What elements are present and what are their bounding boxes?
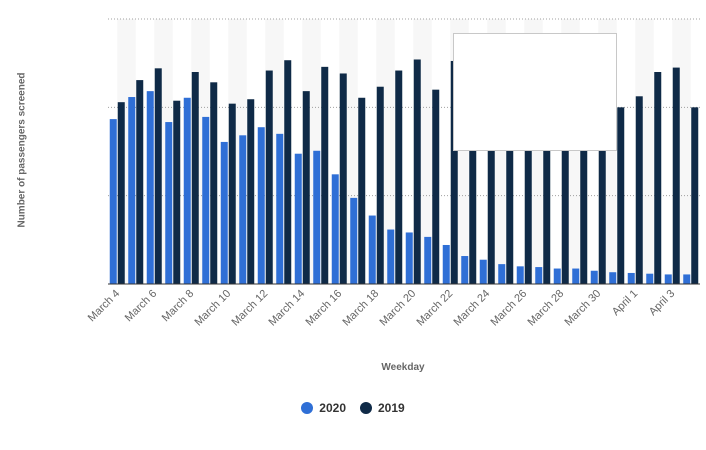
bar-2020-march-31[interactable] — [609, 272, 617, 284]
x-tick-label: March 6 — [123, 288, 160, 325]
x-tick-label: March 18 — [340, 288, 381, 329]
bar-2020-march-25[interactable] — [498, 264, 506, 284]
bar-2019-march-25[interactable] — [506, 77, 514, 284]
bar-2020-april-2[interactable] — [646, 273, 654, 284]
bar-2020-april-1[interactable] — [627, 272, 635, 284]
legend-marker-2019 — [360, 402, 372, 414]
bar-2020-march-27[interactable] — [535, 267, 543, 284]
bar-2020-march-9[interactable] — [202, 116, 210, 285]
bar-2020-march-4[interactable] — [109, 119, 117, 284]
bar-2020-march-7[interactable] — [165, 122, 173, 284]
bar-2020-march-14[interactable] — [294, 153, 302, 284]
x-tick-label: March 20 — [377, 288, 418, 329]
legend-label-2019: 2019 — [378, 401, 405, 415]
bar-2019-march-17[interactable] — [358, 97, 366, 284]
bar-2019-march-19[interactable] — [395, 70, 403, 285]
bar-2020-march-16[interactable] — [331, 174, 339, 284]
bar-2020-march-15[interactable] — [313, 150, 321, 284]
bar-2019-march-22[interactable] — [450, 60, 458, 285]
bar-2019-march-28[interactable] — [561, 77, 569, 284]
bar-2019-march-21[interactable] — [432, 89, 440, 285]
bar-2019-march-11[interactable] — [247, 99, 255, 284]
y-axis-label: Number of passengers screened — [16, 72, 28, 228]
x-tick-label: March 8 — [160, 288, 197, 325]
x-tick-label: March 22 — [414, 288, 455, 329]
bar-2020-march-10[interactable] — [220, 141, 228, 284]
bar-2020-april-3[interactable] — [664, 274, 672, 284]
x-tick-label: March 30 — [562, 288, 603, 329]
bar-2019-march-10[interactable] — [228, 103, 236, 285]
bar-2020-march-6[interactable] — [146, 91, 154, 284]
bar-2019-march-26[interactable] — [524, 77, 532, 284]
bar-2019-march-24[interactable] — [487, 77, 495, 284]
bar-2019-march-6[interactable] — [154, 68, 162, 284]
bar-2020-march-26[interactable] — [516, 266, 524, 284]
bar-2019-march-8[interactable] — [191, 72, 199, 284]
bar-2019-march-23[interactable] — [469, 77, 477, 284]
bar-2020-march-28[interactable] — [553, 268, 561, 284]
bar-2020-march-13[interactable] — [276, 133, 284, 284]
bar-2019-march-15[interactable] — [321, 66, 329, 284]
bar-2019-march-18[interactable] — [376, 86, 384, 284]
x-tick-label: March 28 — [525, 288, 566, 329]
bar-2020-march-24[interactable] — [479, 259, 487, 284]
bar-2019-march-9[interactable] — [210, 82, 218, 284]
bar-2019-march-5[interactable] — [136, 80, 144, 284]
bar-2019-march-30[interactable] — [598, 77, 606, 284]
legend: 2020 2019 — [0, 401, 706, 415]
bar-2019-march-20[interactable] — [413, 59, 421, 284]
x-tick-label: March 14 — [266, 288, 307, 329]
x-tick-label: March 12 — [229, 288, 270, 329]
bar-2019-april-3[interactable] — [672, 67, 680, 284]
bar-2020-march-8[interactable] — [183, 97, 191, 284]
bar-2019-march-7[interactable] — [173, 100, 181, 284]
bar-2020-march-18[interactable] — [368, 215, 376, 284]
bar-2019-march-27[interactable] — [543, 77, 551, 284]
tooltip-box — [453, 33, 617, 151]
bar-2020-march-20[interactable] — [405, 232, 413, 284]
bar-2019-march-29[interactable] — [580, 77, 588, 284]
legend-item-2019[interactable]: 2019 — [360, 401, 405, 415]
x-tick-label: March 4 — [86, 288, 123, 325]
x-tick-label: March 16 — [303, 288, 344, 329]
x-tick-label: April 1 — [610, 288, 641, 319]
legend-marker-2020 — [301, 402, 314, 414]
bar-2019-march-14[interactable] — [302, 91, 310, 284]
bar-2020-march-5[interactable] — [128, 97, 136, 285]
bar-2019-march-13[interactable] — [284, 60, 292, 284]
bar-2019-april-2[interactable] — [654, 72, 662, 284]
x-tick-label: March 10 — [192, 288, 233, 329]
bar-2019-march-16[interactable] — [339, 73, 347, 284]
x-tick-label: March 24 — [451, 288, 492, 329]
bar-2020-march-23[interactable] — [461, 256, 469, 284]
x-axis-label: Weekday — [381, 362, 425, 373]
bar-2020-march-29[interactable] — [572, 268, 580, 284]
bar-2020-april-4[interactable] — [683, 274, 691, 284]
bar-2020-march-30[interactable] — [590, 270, 598, 284]
bar-2019-april-1[interactable] — [635, 96, 643, 285]
legend-item-2020[interactable]: 2020 — [301, 401, 346, 415]
bar-2020-march-12[interactable] — [257, 127, 265, 284]
x-tick-label: April 3 — [647, 288, 678, 319]
bar-2020-march-22[interactable] — [442, 244, 450, 284]
legend-label-2020: 2020 — [319, 401, 346, 415]
x-tick-label: March 26 — [488, 288, 529, 329]
bar-2020-march-11[interactable] — [239, 135, 247, 284]
bars — [109, 59, 699, 285]
bar-2020-march-19[interactable] — [387, 229, 395, 284]
bar-2020-march-21[interactable] — [424, 236, 432, 284]
bar-2019-march-4[interactable] — [117, 102, 125, 284]
bar-2019-march-31[interactable] — [617, 107, 625, 284]
bar-2020-march-17[interactable] — [350, 197, 358, 284]
bar-2019-april-4[interactable] — [691, 107, 699, 284]
bar-2019-march-12[interactable] — [265, 70, 273, 285]
